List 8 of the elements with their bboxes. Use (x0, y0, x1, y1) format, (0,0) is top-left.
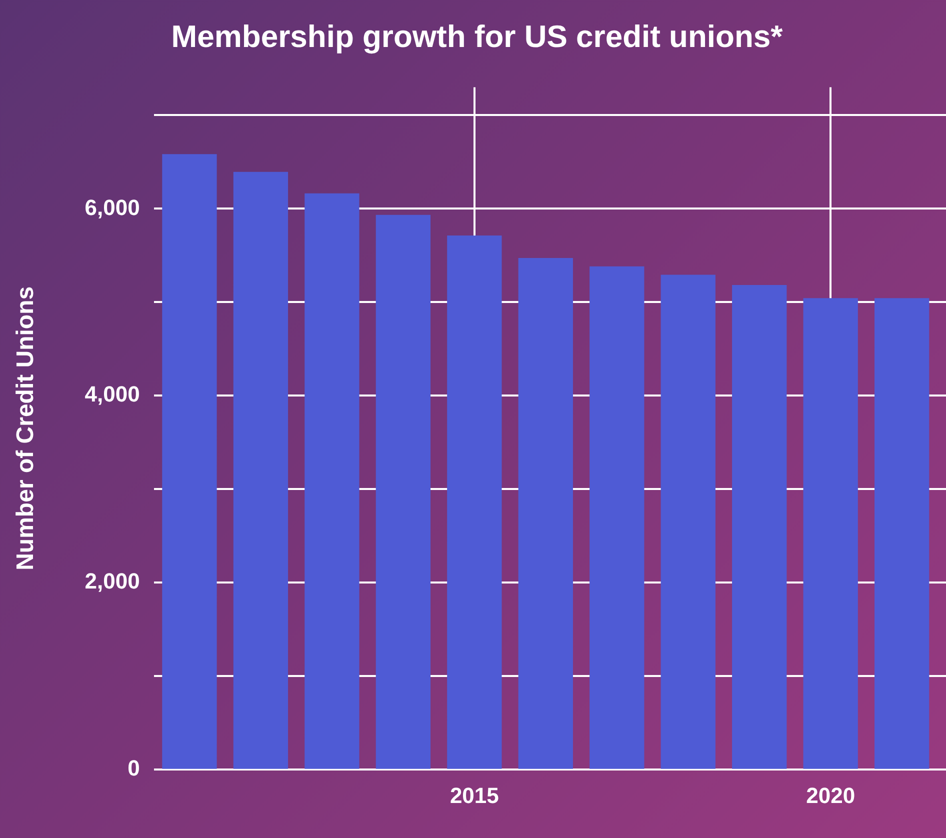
y-tick-label: 6,000 (84, 194, 140, 220)
x-tick-label: 2020 (806, 782, 856, 808)
x-tick-label: 2015 (450, 782, 499, 808)
y-tick-label: 2,000 (84, 568, 140, 594)
y-tick-label: 4,000 (84, 382, 140, 407)
chart-title: Membership growth for US credit unions* (171, 19, 784, 54)
y-axis-title: Number of Credit Unions (12, 286, 40, 570)
y-tick-label: 0 (128, 756, 140, 781)
